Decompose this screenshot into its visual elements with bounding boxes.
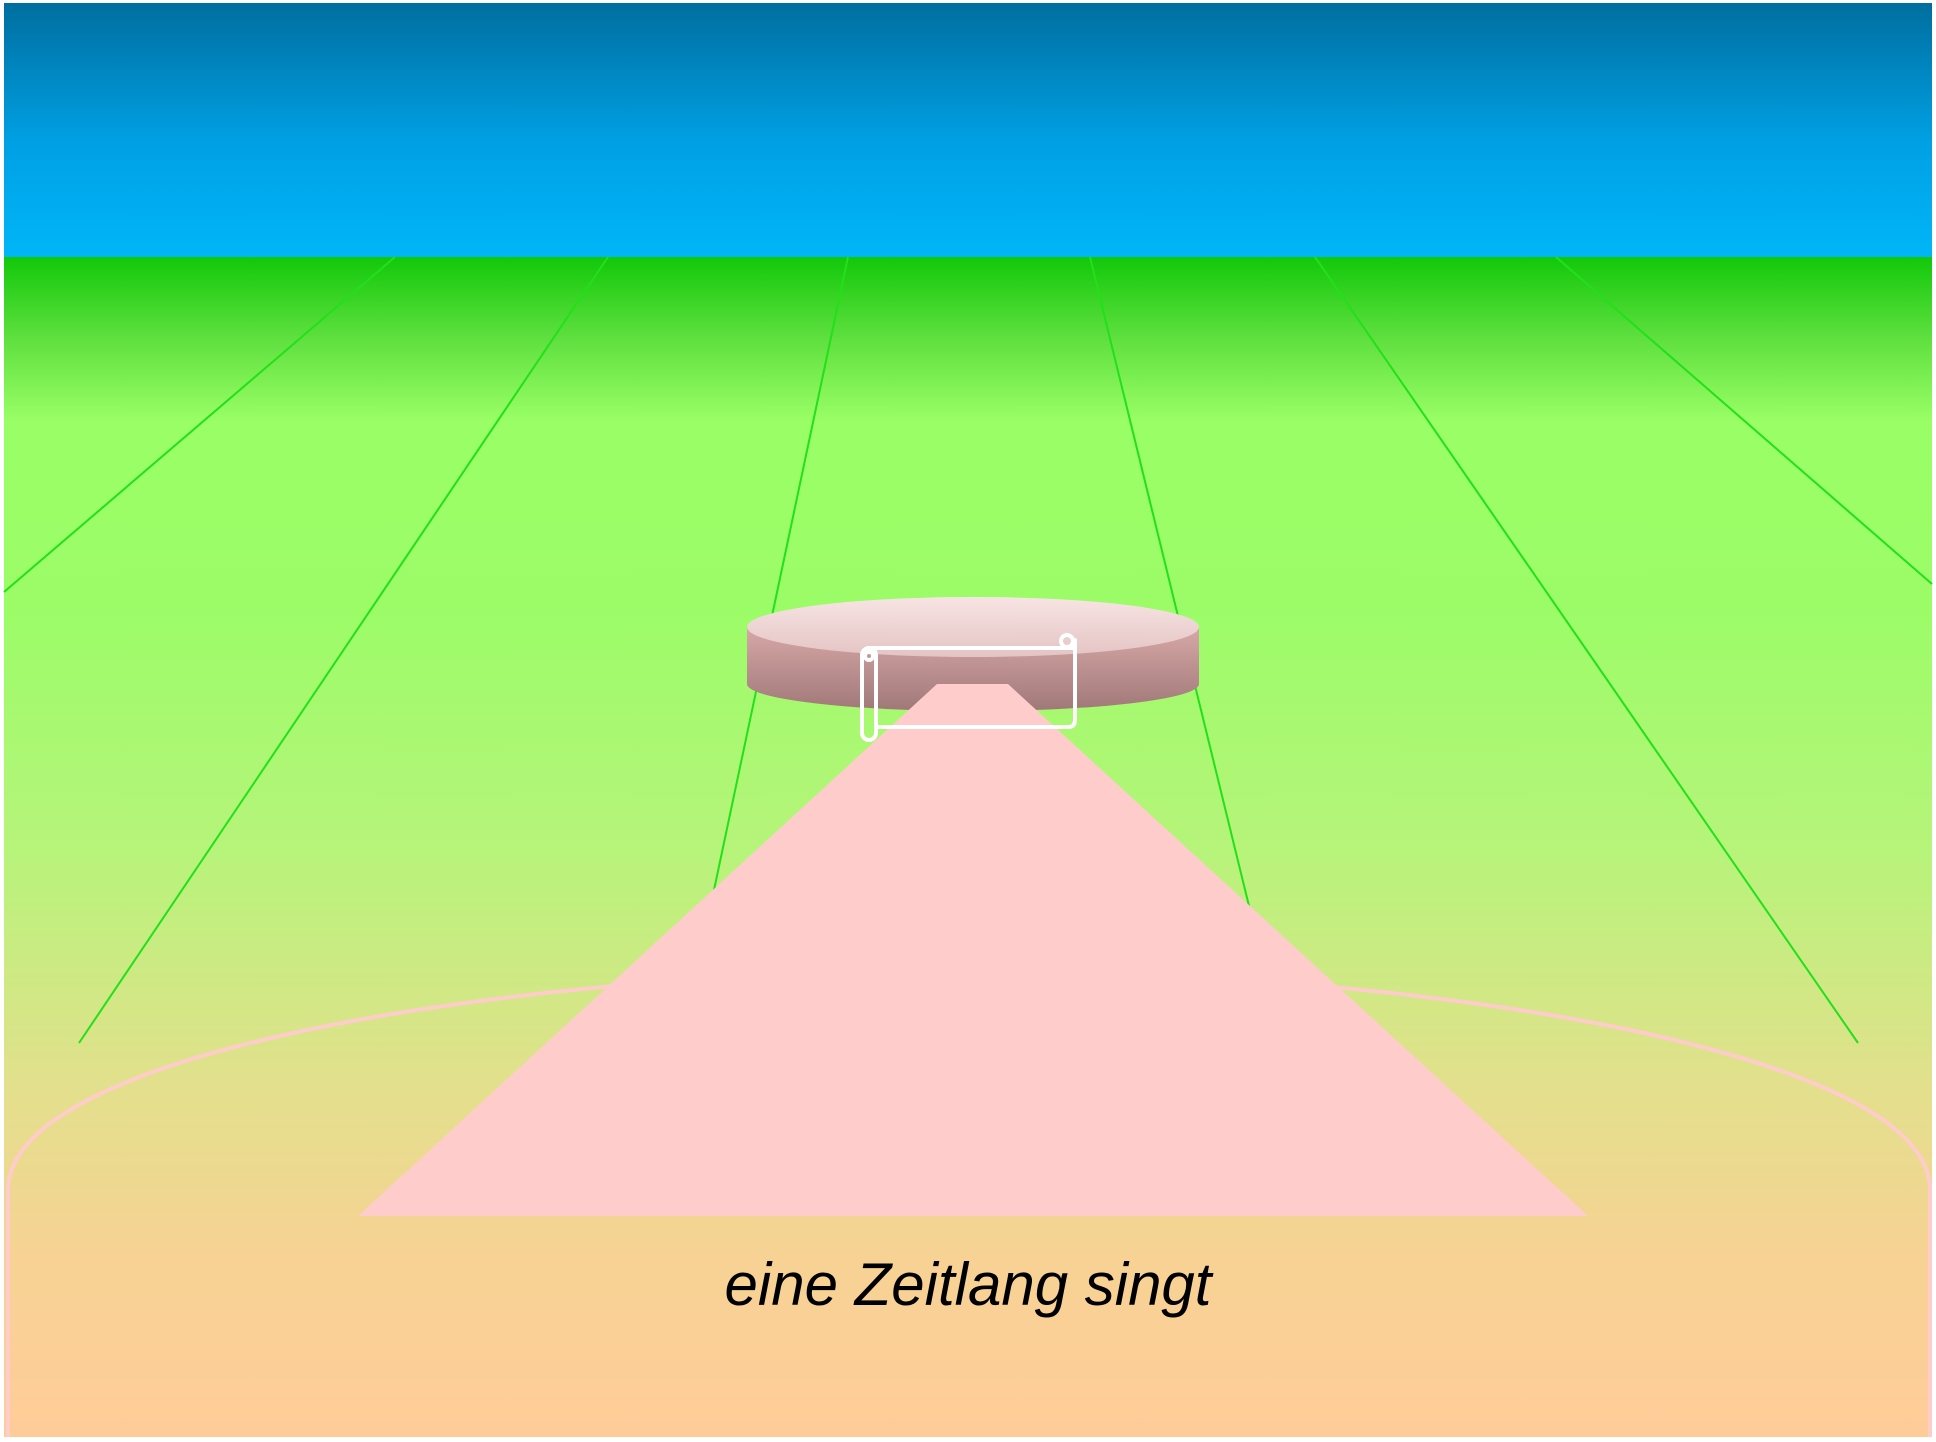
caption-text: eine Zeitlang singt bbox=[724, 1251, 1212, 1318]
field-line bbox=[78, 256, 609, 1044]
field-line bbox=[1089, 256, 1251, 911]
field-line bbox=[3, 256, 396, 593]
field-line bbox=[1314, 256, 1859, 1044]
scroll-icon bbox=[860, 633, 1077, 742]
sky bbox=[4, 3, 1932, 257]
carpet-path bbox=[358, 684, 1588, 1216]
field-line bbox=[713, 256, 849, 891]
field-line bbox=[1555, 256, 1933, 585]
field-lines bbox=[3, 256, 1933, 1044]
